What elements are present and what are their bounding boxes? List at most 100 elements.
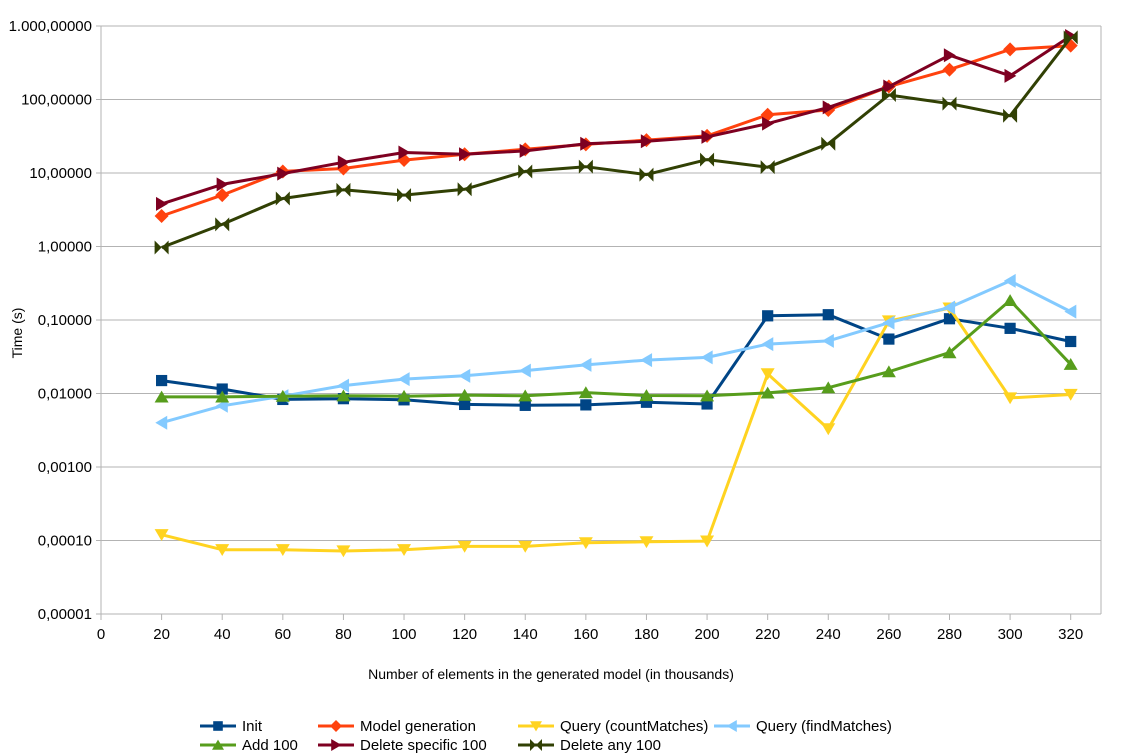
x-tick-label: 0 [97,626,105,643]
data-point [1004,322,1016,334]
series-line [161,279,1072,425]
data-point [275,389,290,402]
data-point [397,389,412,402]
series-line [161,34,1072,206]
data-point [883,79,896,94]
data-point [1003,42,1018,57]
series-query-findmatches [155,273,1077,430]
y-tick-label: 1.000,00000 [9,18,92,35]
data-point [821,136,836,151]
data-point [762,116,774,131]
data-point [761,337,774,352]
data-point [881,88,896,103]
x-tick-label: 220 [755,626,780,643]
data-point [336,389,351,402]
data-point [639,389,654,402]
data-point [1063,388,1078,401]
axes [96,25,1102,620]
data-point [457,540,472,553]
data-point [457,388,472,401]
x-tick-labels: 0 20 40 60 80 100 120 140 160 180 200 220 240 260 280 3… [97,626,1083,643]
legend-marker [330,720,342,732]
data-point [1003,294,1018,306]
series-query-countmatches [154,302,1078,558]
legend-label: Add 100 [242,737,298,754]
data-point [762,310,774,322]
legend-entry: Init [200,718,263,735]
data-point [580,399,592,411]
data-point [215,217,230,232]
data-point [336,545,351,558]
legend-label: Delete any 100 [560,737,661,754]
x-tick-label: 260 [876,626,901,643]
legend-marker [213,721,223,731]
legend-entry: Query (findMatches) [714,718,892,735]
data-point [156,374,168,387]
data-point [155,415,168,430]
series-add-100 [154,294,1078,403]
data-point [275,544,290,556]
data-point [518,540,533,553]
data-point [701,398,713,410]
data-point [216,383,228,395]
data-point [1003,392,1018,405]
data-point [1063,357,1078,370]
data-point [336,182,351,197]
data-point [883,333,895,345]
data-point [640,396,653,408]
data-point [821,333,834,348]
x-tick-label: 140 [513,626,538,643]
data-point [458,368,471,383]
x-tick-label: 300 [998,626,1023,643]
series-line [161,298,1072,399]
data-point [942,96,957,111]
data-point [459,147,471,162]
series-line [161,313,1072,407]
legend-marker [331,739,342,751]
data-point [397,544,412,556]
data-point [337,378,350,393]
data-point [700,389,715,402]
legend-label: Delete specific 100 [360,737,487,754]
legend-marker [212,739,224,750]
data-point [640,353,653,368]
series-delete-specific-100 [156,29,1077,211]
data-point [942,346,957,359]
data-point [215,544,230,556]
series-line [161,36,1072,249]
x-tick-label: 200 [695,626,720,643]
data-point [1064,304,1077,319]
data-point [519,143,532,158]
series-delete-any-100 [154,30,1078,255]
data-point [397,372,410,387]
data-point [337,155,350,170]
series-model-generation [154,38,1078,223]
data-point [1003,108,1018,123]
legend-label: Query (countMatches) [560,718,708,735]
data-point [578,159,593,174]
gridlines [101,25,1101,615]
data-point [821,423,836,436]
data-point [459,398,471,411]
data-point [639,536,654,549]
y-tick-labels: 0,00001 0,00010 0,00100 0,01000 0,10000 1,000… [9,18,92,623]
x-tick-label: 60 [274,626,291,643]
data-point [942,62,957,77]
data-point [154,240,169,255]
data-point [580,136,593,151]
x-axis-label: Number of elements in the generated mode… [368,666,734,682]
data-point [1003,273,1016,288]
legend-label: Init [242,718,263,735]
data-point [579,357,592,372]
data-point [639,167,654,182]
data-point [760,160,775,175]
data-point [1004,68,1017,83]
data-point [943,300,956,315]
data-point [881,365,896,378]
y-tick-label: 10,00000 [29,165,92,182]
data-point [700,350,713,365]
legend-label: Query (findMatches) [756,718,892,735]
series-line [161,44,1071,218]
data-point [578,386,593,399]
